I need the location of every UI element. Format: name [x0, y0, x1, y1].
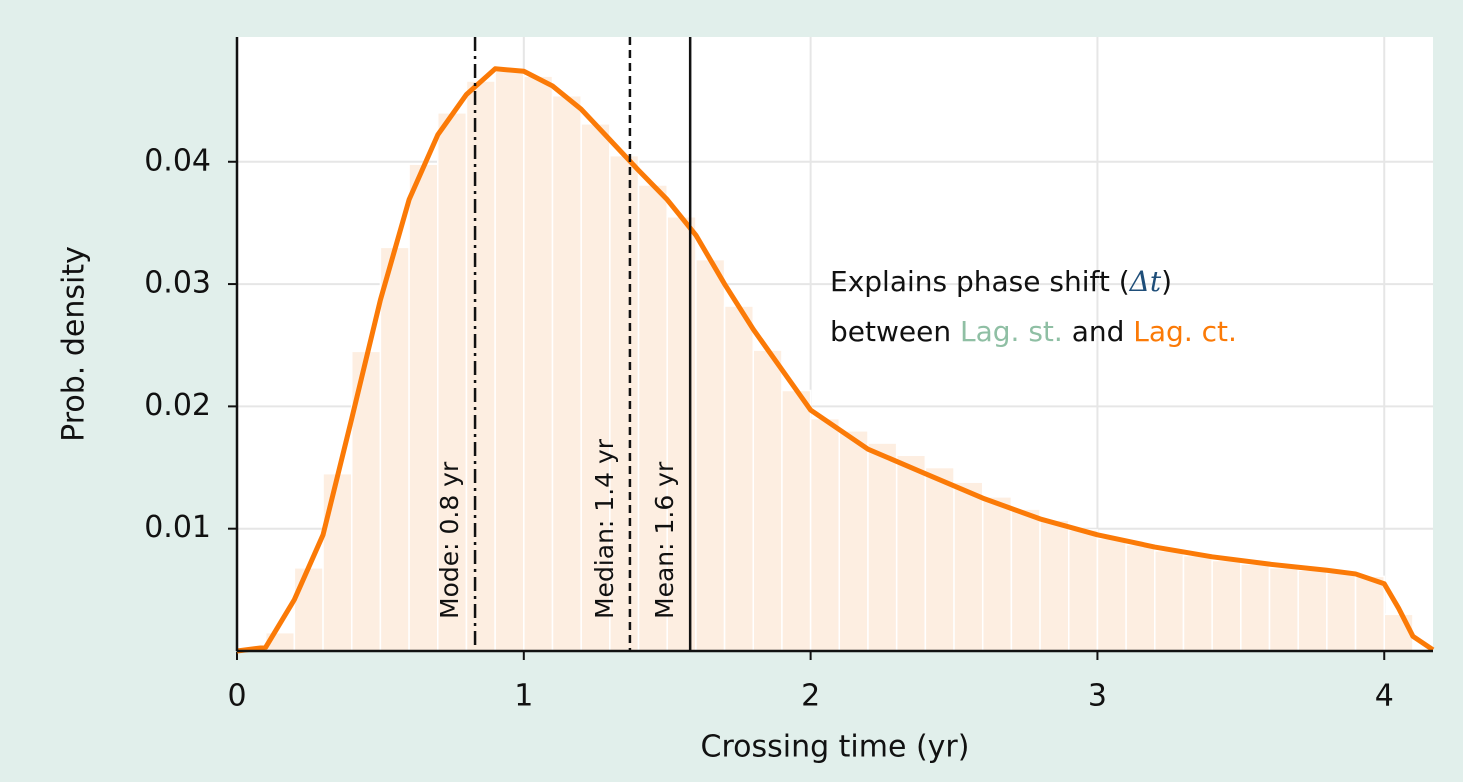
- histogram-bar: [1154, 549, 1185, 652]
- histogram-bar: [1354, 575, 1385, 652]
- histogram-bar: [379, 246, 410, 652]
- histogram-bar: [1068, 529, 1099, 652]
- histogram-bar: [1240, 563, 1271, 652]
- histogram-bar: [1297, 569, 1328, 652]
- histogram-bar: [723, 305, 755, 652]
- y-tick-label: 0.04: [144, 143, 211, 178]
- x-tick-label: 3: [1088, 679, 1107, 714]
- x-axis-label: Crossing time (yr): [701, 730, 970, 765]
- y-tick-label: 0.02: [144, 388, 211, 423]
- histogram-bar: [695, 258, 726, 652]
- density-line: [236, 66, 1435, 654]
- histogram-bar: [1383, 613, 1414, 652]
- histogram-bar: [809, 417, 841, 652]
- histogram-bar: [895, 454, 927, 652]
- marker-label: Mean: 1.6 yr: [650, 461, 679, 619]
- histogram-bar: [924, 466, 955, 652]
- histogram-bar: [322, 472, 353, 652]
- x-tick-label: 1: [514, 679, 533, 714]
- histogram-bar: [1182, 554, 1213, 652]
- x-tick-label: 2: [801, 679, 820, 714]
- y-axis-label: Prob. density: [57, 246, 92, 442]
- histogram-bar: [1010, 508, 1041, 652]
- histogram-bar: [494, 70, 525, 652]
- y-tick-label: 0.01: [144, 510, 211, 545]
- histogram-bar: [551, 94, 582, 652]
- histogram-bar: [838, 430, 869, 652]
- histogram-bar: [408, 163, 439, 652]
- annotation-part: Lag. st.: [960, 315, 1063, 348]
- histogram-bar: [1326, 571, 1357, 652]
- annotation-part: between: [830, 315, 960, 348]
- histogram-bar: [465, 80, 496, 652]
- histogram-bar: [981, 496, 1013, 652]
- marker-label: Median: 1.4 yr: [590, 438, 619, 619]
- histogram-bar: [781, 389, 812, 652]
- histogram-bar: [293, 567, 324, 652]
- histogram-bar: [752, 349, 783, 652]
- histogram-bar: [867, 442, 898, 652]
- x-tick-label: 0: [227, 679, 246, 714]
- annotation-part: ): [1161, 265, 1172, 298]
- histogram-bar: [1125, 543, 1156, 652]
- annotation-part: Δt: [1129, 265, 1162, 298]
- marker-label: Mode: 0.8 yr: [435, 461, 464, 619]
- histogram-bar: [523, 75, 554, 652]
- histogram-bar: [1268, 567, 1299, 652]
- x-tick-label: 4: [1375, 679, 1394, 714]
- histogram-bar: [953, 481, 984, 652]
- histogram-bar: [1211, 559, 1242, 652]
- annotation-part: and: [1063, 315, 1133, 348]
- annotation-part: Explains phase shift (: [830, 265, 1130, 298]
- histogram-bar: [1096, 537, 1127, 652]
- histogram-bar: [1039, 519, 1070, 652]
- annotation: Explains phase shift (Δt): [830, 265, 1172, 299]
- annotation: between Lag. st. and Lag. ct.: [830, 315, 1237, 348]
- annotation-part: Lag. ct.: [1133, 315, 1237, 348]
- y-tick-label: 0.03: [144, 266, 211, 301]
